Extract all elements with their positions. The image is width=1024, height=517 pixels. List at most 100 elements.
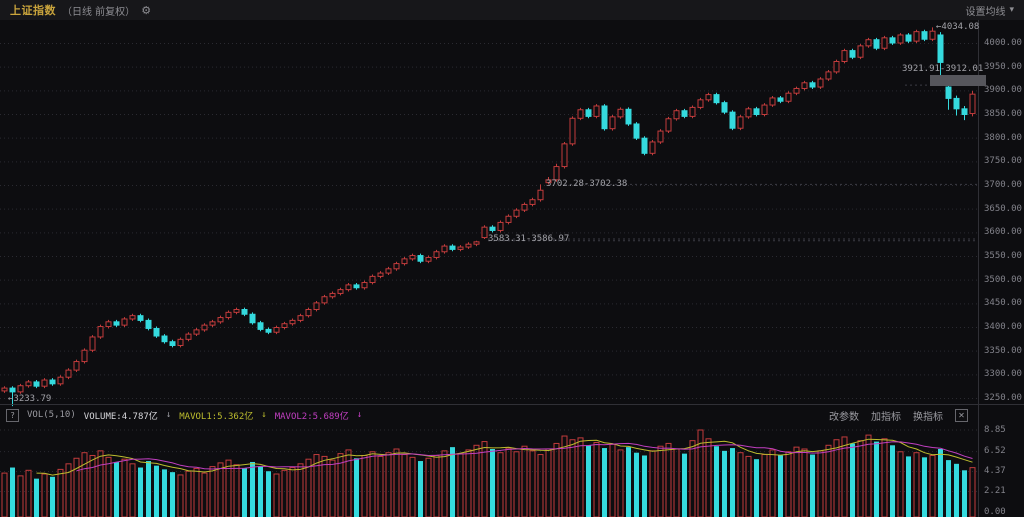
volume-bar-up <box>201 472 208 517</box>
candle-body <box>825 71 832 80</box>
candle-body <box>385 268 392 274</box>
candle-body <box>569 117 576 145</box>
volume-bar-up <box>745 455 752 517</box>
gear-icon[interactable]: ⚙ <box>141 3 152 17</box>
price-axis-label: 3250.00 <box>984 393 1022 403</box>
candle-body <box>809 82 816 88</box>
edit-params-button[interactable]: 改参数 <box>829 411 859 423</box>
price-axis-label: 3750.00 <box>984 156 1022 167</box>
volume-bar-down <box>922 457 927 517</box>
candle-body <box>713 94 720 104</box>
chart-header: 上证指数 （日线 前复权） ⚙ 设置均线 ▾ <box>0 0 1024 20</box>
add-indicator-button[interactable]: 加指标 <box>871 411 901 423</box>
volume-value: VOLUME:4.787亿 <box>83 411 158 422</box>
candle-body <box>489 226 496 231</box>
switch-indicator-button[interactable]: 换指标 <box>913 411 943 423</box>
volume-bar-up <box>617 449 624 517</box>
volume-bar-up <box>593 442 600 517</box>
volume-bar-down <box>266 471 271 517</box>
volume-bar-up <box>105 456 112 517</box>
candle-body <box>697 99 704 108</box>
volume-bar-up <box>705 438 712 517</box>
candle-body <box>705 94 712 101</box>
volume-bar-up <box>425 457 432 517</box>
help-icon[interactable]: ? <box>6 408 19 422</box>
volume-bar-up <box>505 447 512 517</box>
volume-bar-down <box>642 455 647 517</box>
candle-body <box>769 97 776 106</box>
volume-bar-up <box>817 450 824 517</box>
volume-bar-down <box>258 466 263 517</box>
index-title: 上证指数 <box>10 4 56 17</box>
price-annotation: 3921.91-3912.01 <box>902 64 984 74</box>
price-annotation: ←4034.08 <box>936 22 980 32</box>
volume-bar-up <box>377 455 384 517</box>
candle-body <box>345 284 352 291</box>
volume-bar-up <box>569 439 576 517</box>
volume-bar-up <box>537 454 544 517</box>
volume-bar-down <box>682 453 687 517</box>
candle-body <box>881 37 888 49</box>
volume-bar-down <box>50 476 55 517</box>
candle-body <box>33 381 40 387</box>
volume-axis-label: 0.00 <box>984 506 1006 517</box>
close-icon[interactable]: ✕ <box>955 408 968 422</box>
volume-bar-up <box>217 462 224 517</box>
candle-body <box>353 284 360 289</box>
volume-bar-down <box>722 450 727 517</box>
price-annotation: 3702.28-3702.38 <box>546 179 628 189</box>
candle-body <box>857 45 864 58</box>
volume-bar-up <box>81 452 88 517</box>
candle-body <box>281 323 288 329</box>
volume-bar-up <box>1 472 8 517</box>
candle-body <box>137 315 144 321</box>
volume-bar-down <box>250 461 255 517</box>
price-axis-label: 3600.00 <box>984 227 1022 238</box>
volume-bar-up <box>521 445 528 517</box>
candle-body <box>497 221 504 231</box>
volume-bar-down <box>626 447 631 517</box>
volume-bar-up <box>929 454 936 517</box>
candle-body <box>121 318 128 326</box>
candle-body <box>57 376 64 385</box>
volume-bar-up <box>121 458 128 517</box>
volume-bar-up <box>865 434 872 517</box>
volume-bars <box>1 429 976 517</box>
volume-bar-down <box>586 445 591 517</box>
volume-bar-down <box>962 470 967 517</box>
candle-body <box>801 82 808 89</box>
volume-bar-up <box>369 451 376 517</box>
candle-body <box>361 282 368 289</box>
volume-bar-up <box>89 454 96 517</box>
volume-bar-up <box>793 446 800 517</box>
candles <box>1 27 976 407</box>
candle-body <box>193 329 200 335</box>
volume-bar-down <box>450 447 455 517</box>
candle-body <box>49 379 56 385</box>
volume-bar-up <box>209 466 216 517</box>
candle-body <box>129 315 136 320</box>
candle-body <box>641 137 648 154</box>
volume-bar-up <box>657 445 664 517</box>
volume-bar-up <box>409 456 416 517</box>
candle-body <box>745 108 752 118</box>
volume-bar-up <box>481 441 488 517</box>
candle-body <box>289 319 296 325</box>
latest-price-marker <box>930 75 986 86</box>
volume-bar-up <box>321 455 328 517</box>
candle-body <box>1 387 8 392</box>
volume-bar-down <box>242 468 247 517</box>
candle-body <box>553 166 560 181</box>
candle-body <box>81 349 88 363</box>
candle-body <box>265 328 272 333</box>
price-annotation: ←3233.79 <box>8 394 52 404</box>
volume-bar-up <box>801 448 808 517</box>
candle-body <box>729 111 736 129</box>
volume-bar-down <box>10 467 15 517</box>
volume-bar-up <box>497 452 504 517</box>
ma-settings-button[interactable]: 设置均线 ▾ <box>965 3 1014 18</box>
candle-body <box>777 97 784 102</box>
volume-bar-down <box>354 458 359 517</box>
candle-body <box>25 381 32 387</box>
